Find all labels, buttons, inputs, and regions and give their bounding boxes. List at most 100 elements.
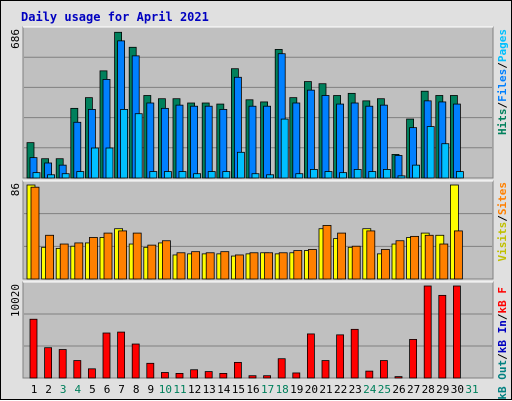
kbf-bar-body <box>263 375 272 379</box>
pages-bar <box>324 171 333 179</box>
kbf-bar <box>204 371 213 379</box>
sites-bar <box>322 225 332 280</box>
pages-bar <box>91 147 99 179</box>
pages-bar-body <box>368 171 377 179</box>
kbf-bar <box>336 334 345 379</box>
sites-bar-body <box>234 254 244 280</box>
sites-bar <box>191 251 201 280</box>
kbf-bar <box>292 372 301 379</box>
files-bar-body <box>292 102 301 179</box>
sites-bar-body <box>205 252 215 280</box>
kbf-bar <box>423 285 432 379</box>
files-bar <box>219 109 228 179</box>
hits-panel-legend-sep2: / <box>496 62 509 69</box>
sites-bar-body <box>424 234 434 280</box>
sites-bar <box>89 237 98 280</box>
sites-bar <box>45 234 54 280</box>
x-axis-day-label: 12 <box>188 383 201 396</box>
kbf-bar-body <box>131 343 140 379</box>
files-bar <box>365 105 374 179</box>
x-axis-day-label: 6 <box>104 383 111 396</box>
sites-bar-body <box>103 232 113 280</box>
sites-bar-body <box>307 249 317 280</box>
sites-bar-body <box>147 244 157 280</box>
sites-bar <box>30 186 40 280</box>
sites-bar-body <box>89 237 98 280</box>
sites-bar <box>234 254 244 280</box>
sites-bar-body <box>132 232 142 280</box>
pages-bar-body <box>178 171 187 179</box>
sites-bar-body <box>337 232 347 280</box>
kb-panel-legend-sep1: / <box>496 353 509 360</box>
files-bar <box>248 105 257 179</box>
sites-bar-body <box>249 252 259 280</box>
sites-bar <box>249 252 259 280</box>
kbf-bar <box>350 328 359 379</box>
pages-bar <box>455 171 464 179</box>
sites-bar <box>351 245 361 280</box>
sites-bar-body <box>59 243 69 280</box>
sites-bar-body <box>395 240 405 280</box>
files-bar-body <box>204 105 213 179</box>
pages-bar <box>426 126 435 179</box>
x-axis-day-label: 28 <box>422 383 435 396</box>
pages-bar-body <box>353 169 362 179</box>
pages-bar-body <box>163 171 172 179</box>
x-axis-day-label: 16 <box>246 383 259 396</box>
sites-bar-body <box>322 225 332 280</box>
kbf-bar-body <box>44 347 52 379</box>
pages-bar-body <box>251 173 260 179</box>
kbf-bar-body <box>350 328 359 379</box>
kbf-bar-body <box>58 349 67 379</box>
pages-bar-body <box>426 126 435 179</box>
files-bar-body <box>394 155 403 179</box>
x-axis-day-label: 23 <box>349 383 362 396</box>
pages-bar <box>397 175 406 179</box>
kbf-bar <box>160 372 169 379</box>
kbf-bar-body <box>277 358 286 379</box>
pages-bar-body <box>193 173 202 179</box>
files-bar-body <box>350 102 359 179</box>
kbf-bar-body <box>117 331 125 379</box>
sites-bar-body <box>45 234 54 280</box>
files-bar-body <box>219 109 228 179</box>
sites-bar <box>307 249 317 280</box>
kbf-bar-body <box>175 373 184 379</box>
pages-bar-body <box>105 147 114 179</box>
pages-bar-body <box>222 171 231 179</box>
sites-bar <box>293 250 303 280</box>
hits-panel-legend: Hits/Files/Pages <box>496 29 509 135</box>
kb-panel-legend-kbout: kB Out <box>496 360 509 400</box>
pages-bar <box>280 118 289 179</box>
sites-bar-body <box>351 245 361 280</box>
kbf-bar-body <box>336 334 345 379</box>
kbf-bar <box>379 360 388 379</box>
x-axis-day-label: 8 <box>133 383 140 396</box>
visits-panel-legend-sites: Sites <box>496 182 509 215</box>
sites-bar <box>147 244 157 280</box>
files-bar <box>394 155 403 179</box>
sites-bar-body <box>74 242 84 280</box>
files-bar-body <box>321 95 330 179</box>
pages-bar-body <box>280 118 289 179</box>
kb-panel-legend-sep2: / <box>496 313 509 320</box>
files-bar <box>379 104 388 179</box>
pages-bar-body <box>382 169 391 179</box>
pages-bar-body <box>412 164 421 179</box>
kbf-bar <box>131 343 140 379</box>
files-bar <box>146 102 155 179</box>
files-bar-body <box>379 104 388 179</box>
files-bar-body <box>306 89 315 179</box>
kb-panel-legend-kbin: kB In <box>496 320 509 353</box>
files-bar-body <box>263 105 272 179</box>
kbf-bar-body <box>423 285 432 379</box>
kbf-bar-body <box>160 372 169 379</box>
sites-bar <box>176 252 186 280</box>
x-axis-day-label: 15 <box>232 383 245 396</box>
kb-panel <box>22 281 494 379</box>
pages-bar-body <box>207 171 216 179</box>
sites-bar <box>337 232 347 280</box>
sites-bar-body <box>439 243 449 280</box>
